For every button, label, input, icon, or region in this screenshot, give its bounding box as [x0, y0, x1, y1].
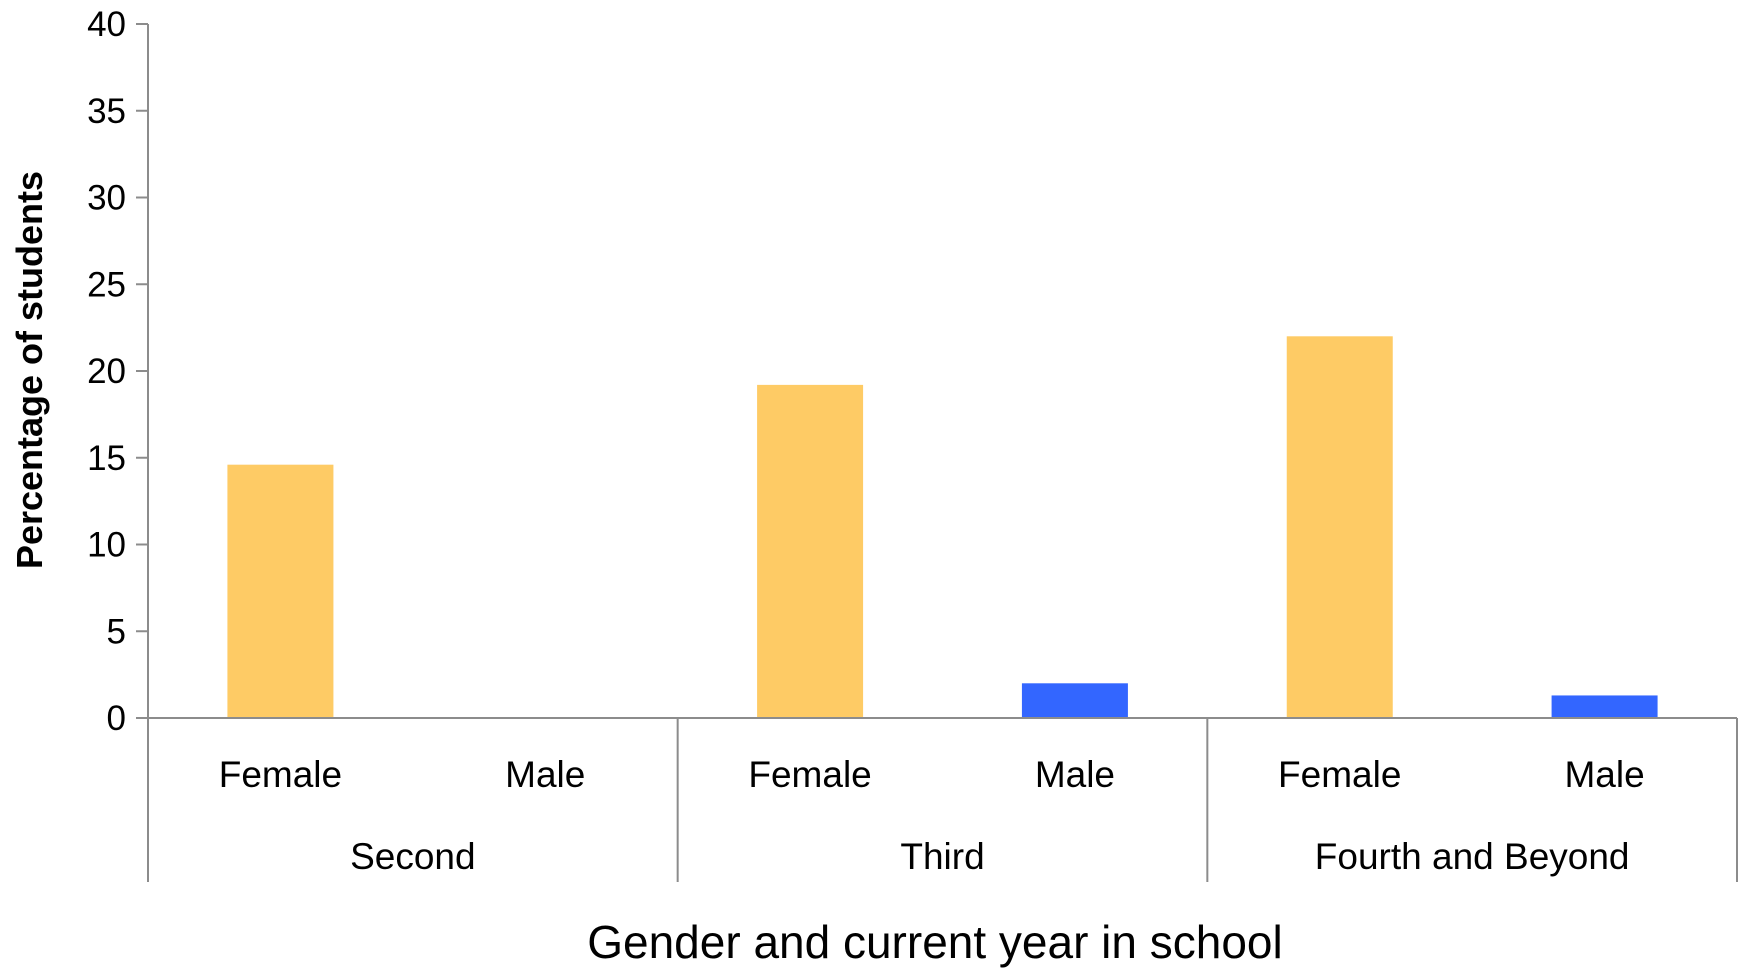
y-axis-title: Percentage of students — [9, 171, 50, 569]
x-category-label: Male — [505, 754, 585, 795]
y-tick-label: 40 — [87, 5, 126, 44]
bar-third-male — [1021, 683, 1128, 718]
x-group-label: Third — [900, 836, 984, 877]
bar-third-female — [757, 384, 864, 718]
y-tick-label: 5 — [107, 612, 126, 651]
y-tick-label: 15 — [87, 439, 126, 478]
x-category-label: Male — [1564, 754, 1644, 795]
bar-fourth-and-beyond-female — [1286, 336, 1393, 718]
y-tick-label: 10 — [87, 526, 126, 565]
bar-second-female — [227, 464, 334, 718]
y-tick-label: 20 — [87, 352, 126, 391]
y-tick-label: 35 — [87, 92, 126, 131]
y-tick-label: 0 — [107, 699, 126, 738]
bars — [227, 336, 1658, 718]
x-axis-title: Gender and current year in school — [587, 916, 1283, 968]
x-category-label: Female — [748, 754, 871, 795]
y-tick-label: 25 — [87, 265, 126, 304]
x-category-label: Female — [1278, 754, 1401, 795]
x-category-label: Female — [219, 754, 342, 795]
y-axis: 0 5 10 15 20 25 30 35 40 — [87, 5, 149, 738]
x-category-label: Male — [1035, 754, 1115, 795]
y-tick-label: 30 — [87, 179, 126, 218]
x-group-label: Second — [350, 836, 476, 877]
x-group-label: Fourth and Beyond — [1315, 836, 1630, 877]
bar-fourth-and-beyond-male — [1551, 695, 1658, 718]
